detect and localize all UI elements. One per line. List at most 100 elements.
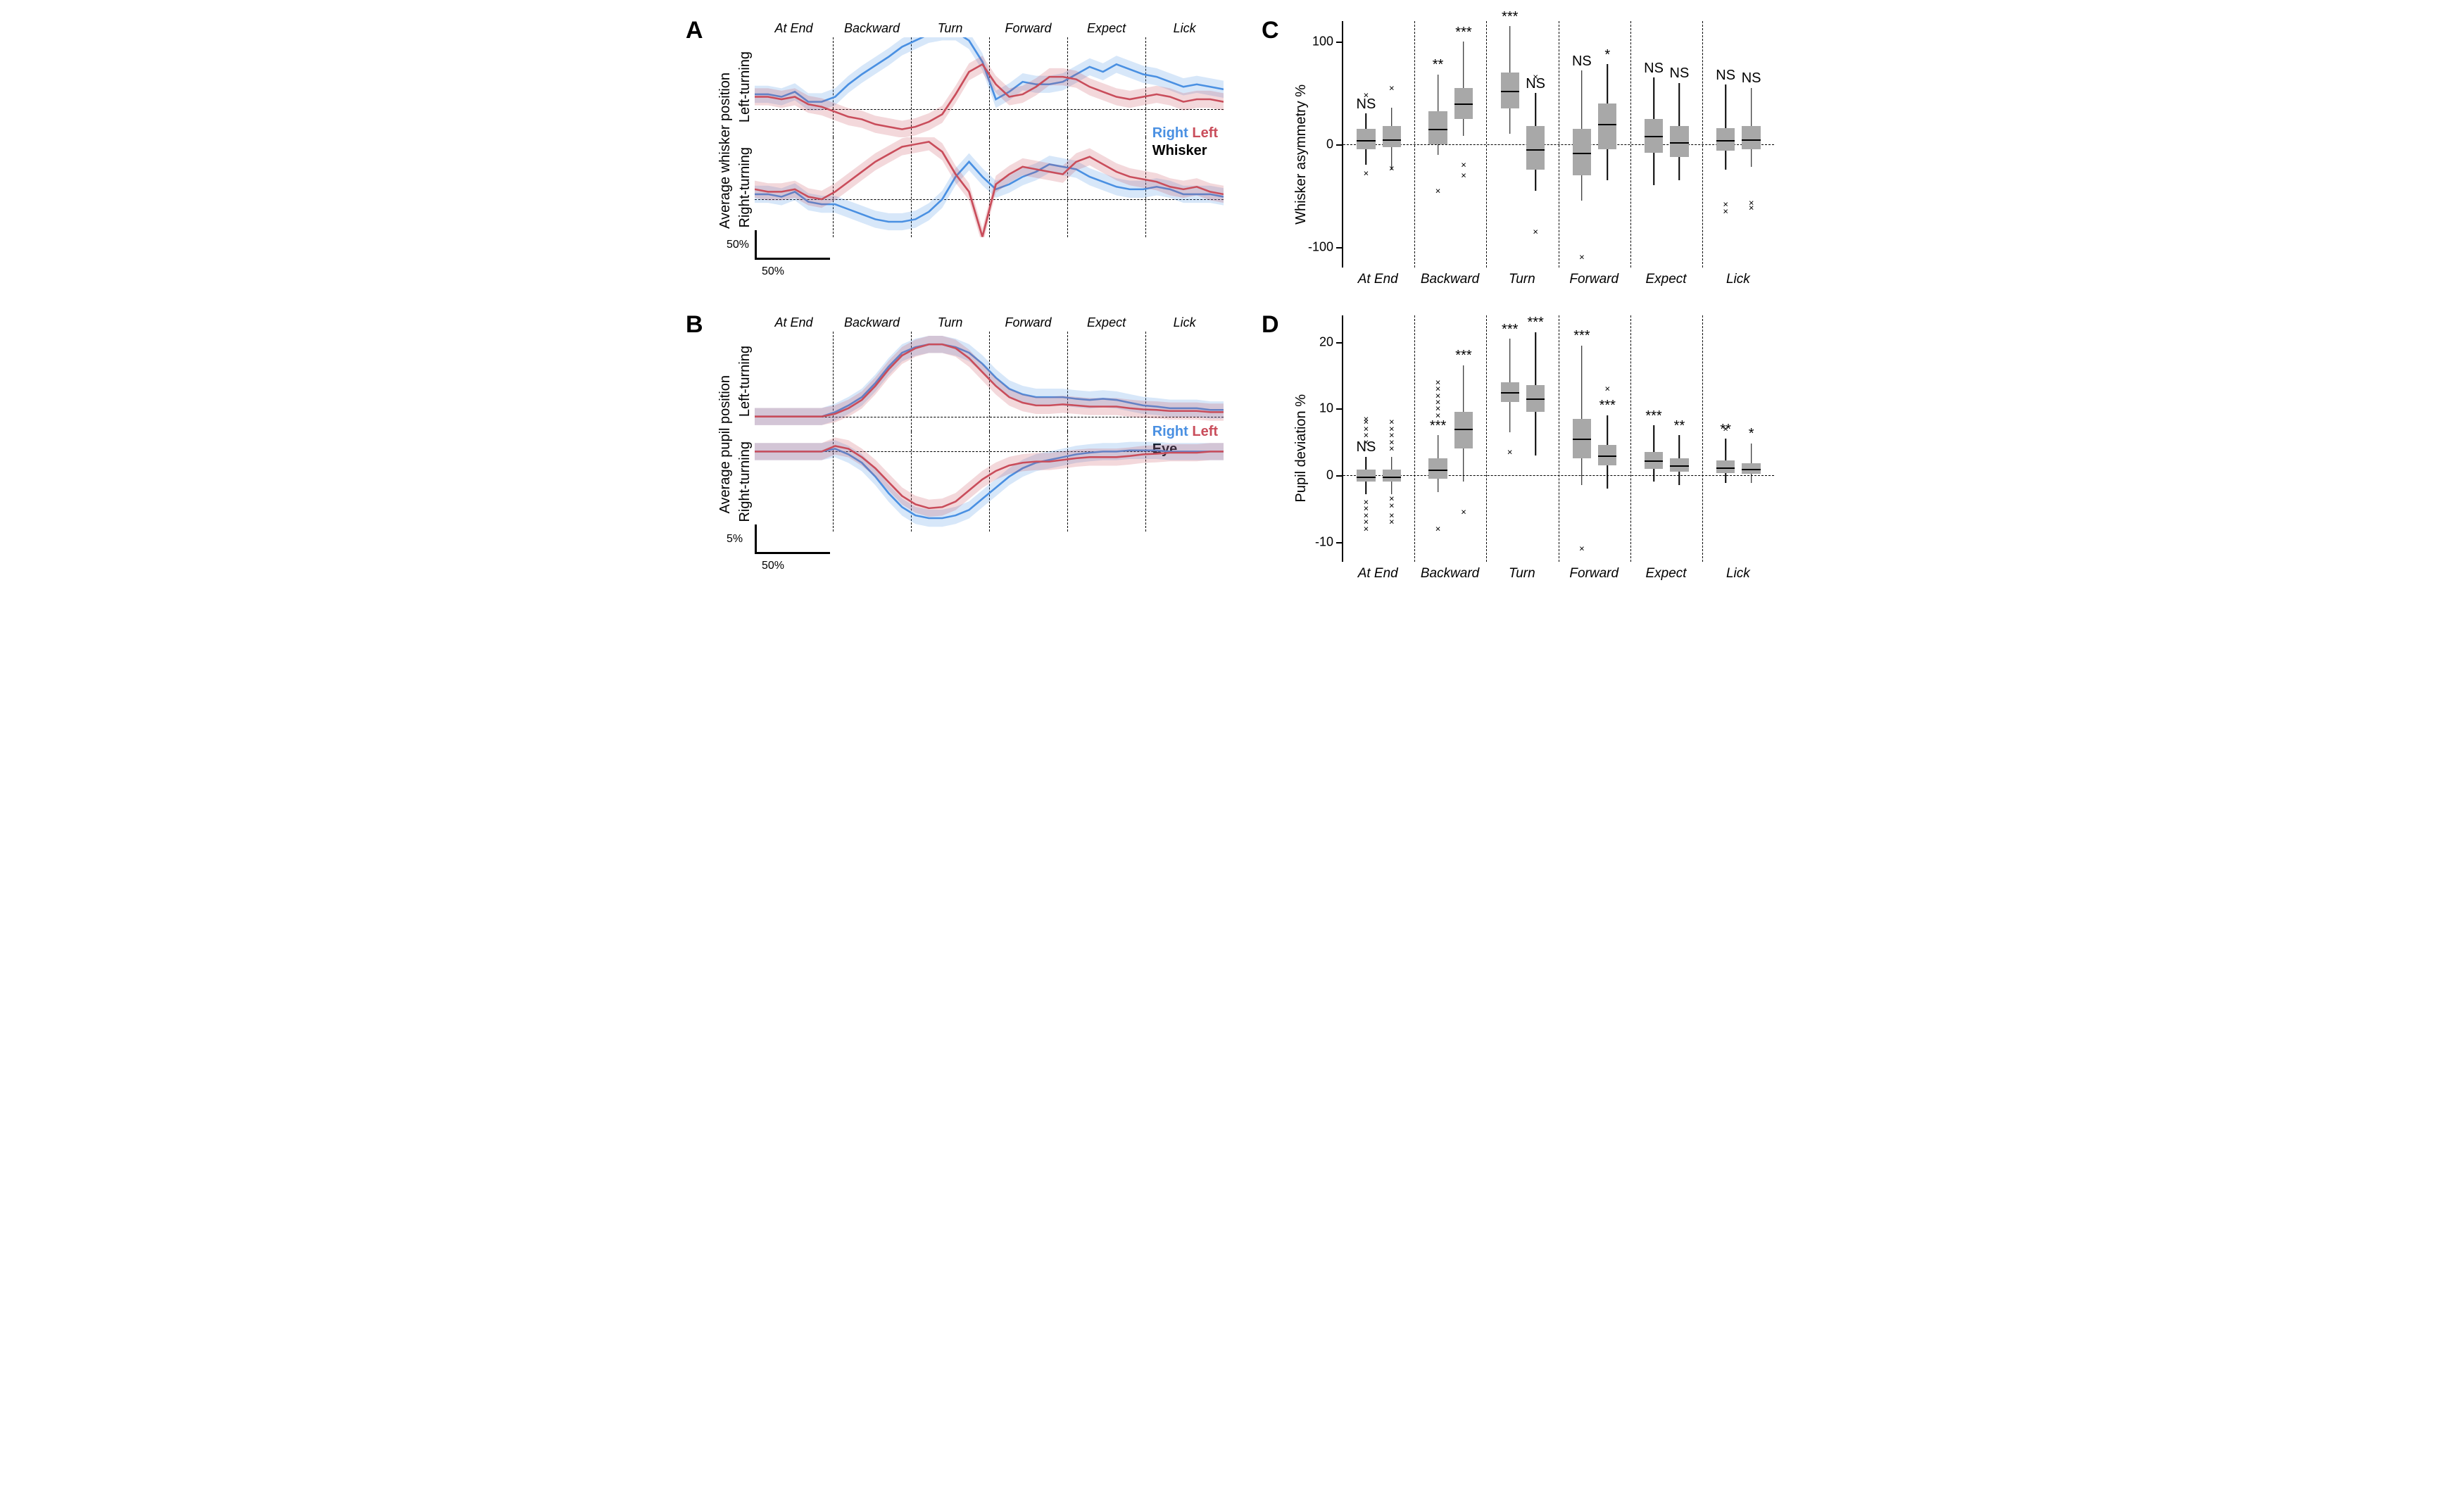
scalebar-a: 50% 50%: [755, 237, 1224, 279]
phase-label: Backward: [833, 21, 911, 36]
box: [1454, 88, 1473, 119]
ytick-label: 20: [1319, 334, 1333, 349]
phase-label: At End: [755, 315, 833, 330]
phase-label: Expect: [1630, 566, 1702, 582]
box: [1742, 126, 1760, 150]
phase-label: Turn: [911, 21, 989, 36]
outlier-marker: ×: [1389, 517, 1395, 527]
panel-a-row2-stage: [755, 137, 1224, 237]
significance-label: **: [1433, 57, 1444, 73]
significance-label: NS: [1357, 96, 1376, 113]
phase-label: Turn: [911, 315, 989, 330]
phase-column: ×***×***: [1559, 315, 1631, 562]
phase-column: ×***: [1703, 315, 1774, 562]
panel-b-row2-label: Right-turning: [735, 432, 755, 532]
panel-b-row1-label: Left-turning: [735, 332, 755, 432]
outlier-marker: ×: [1364, 168, 1369, 178]
phase-label: At End: [755, 21, 833, 36]
panel-d-ylabel: Pupil deviation %: [1291, 315, 1311, 582]
box: [1670, 126, 1688, 157]
scalebar-b: 5% 50%: [755, 532, 1224, 574]
outlier-marker: ×: [1389, 163, 1395, 173]
box: [1383, 470, 1401, 482]
panel-b: B Average pupil position At EndBackwardT…: [690, 315, 1224, 582]
significance-label: NS: [1526, 76, 1545, 92]
significance-label: ***: [1573, 328, 1590, 344]
ytick-label: 10: [1319, 401, 1333, 416]
phase-label: Forward: [1558, 272, 1630, 287]
outlier-marker: ×: [1461, 170, 1466, 180]
outlier-marker: ×: [1389, 82, 1395, 93]
panel-b-row2-stage: Right Left Eye: [755, 432, 1224, 532]
ytick-label: 100: [1312, 34, 1333, 49]
outlier-marker: ×: [1579, 252, 1585, 263]
box: [1526, 385, 1545, 412]
box: [1716, 460, 1735, 473]
box: [1428, 458, 1447, 478]
box: [1383, 126, 1401, 148]
panel-letter-b: B: [686, 311, 703, 339]
panel-a-row2-label: Right-turning: [735, 137, 755, 237]
outlier-marker: ×: [1749, 203, 1754, 213]
phase-label: Forward: [1558, 566, 1630, 582]
panel-letter-c: C: [1262, 17, 1279, 44]
significance-label: **: [1674, 418, 1685, 434]
significance-label: ***: [1599, 398, 1616, 414]
outlier-marker: ×: [1389, 500, 1395, 510]
panel-d: D Pupil deviation % -1001020××××××××××NS…: [1266, 315, 1774, 582]
significance-label: *: [1749, 426, 1754, 442]
significance-label: ***: [1455, 348, 1471, 364]
phase-column: ×******: [1487, 315, 1559, 562]
phase-label: Backward: [1414, 566, 1485, 582]
box: [1454, 412, 1473, 448]
figure: A Average whisker position At EndBackwar…: [690, 21, 1774, 582]
significance-label: NS: [1670, 65, 1690, 82]
panel-letter-d: D: [1262, 311, 1279, 339]
significance-label: ***: [1645, 408, 1661, 425]
significance-label: NS: [1644, 61, 1664, 77]
phase-column: *****: [1631, 315, 1703, 562]
box: [1357, 129, 1375, 149]
phase-column: ×NS*: [1559, 21, 1631, 268]
phase-label: Expect: [1067, 21, 1145, 36]
outlier-marker: ×: [1605, 384, 1611, 394]
phase-label: Forward: [989, 315, 1067, 330]
outlier-marker: ×: [1389, 417, 1395, 427]
phase-label: At End: [1342, 272, 1414, 287]
significance-label: NS: [1742, 70, 1761, 87]
outlier-marker: ×: [1435, 185, 1441, 196]
significance-label: **: [1720, 422, 1731, 438]
phase-label: Lick: [1702, 272, 1774, 287]
outlier-marker: ×: [1507, 446, 1513, 457]
panel-a: A Average whisker position At EndBackwar…: [690, 21, 1224, 287]
phase-header-a: At EndBackwardTurnForwardExpectLick: [735, 21, 1224, 36]
phase-column: ×××××××***×***: [1415, 315, 1487, 562]
panel-d-plot: -1001020××××××××××NS××××××××××××××××***×…: [1342, 315, 1774, 562]
phase-column: ***××NS: [1487, 21, 1559, 268]
phase-label: Lick: [1702, 566, 1774, 582]
box: [1573, 419, 1591, 459]
significance-label: ***: [1502, 9, 1518, 25]
panel-letter-a: A: [686, 17, 703, 44]
outlier-marker: ×: [1533, 226, 1538, 237]
panel-a-row1-stage: Right Left Whisker: [755, 37, 1224, 137]
box: [1573, 129, 1591, 175]
box: [1742, 463, 1760, 474]
outlier-marker: ×: [1364, 523, 1369, 534]
phase-column: ××NS××: [1343, 21, 1415, 268]
phase-label: Turn: [1486, 272, 1558, 287]
ytick-label: -10: [1315, 534, 1333, 549]
phase-column: NS NS: [1631, 21, 1703, 268]
panel-b-row1-stage: [755, 332, 1224, 432]
significance-label: *: [1604, 47, 1610, 63]
phase-label: Backward: [833, 315, 911, 330]
panel-c: C Whisker asymmetry % -1000100××NS×××**×…: [1266, 21, 1774, 287]
phase-label: Forward: [989, 21, 1067, 36]
outlier-marker: ×: [1364, 413, 1369, 424]
phase-label: At End: [1342, 566, 1414, 582]
ytick-label: -100: [1308, 239, 1333, 254]
box: [1357, 470, 1375, 482]
box: [1716, 128, 1735, 151]
box: [1501, 382, 1519, 402]
phase-label: Expect: [1067, 315, 1145, 330]
